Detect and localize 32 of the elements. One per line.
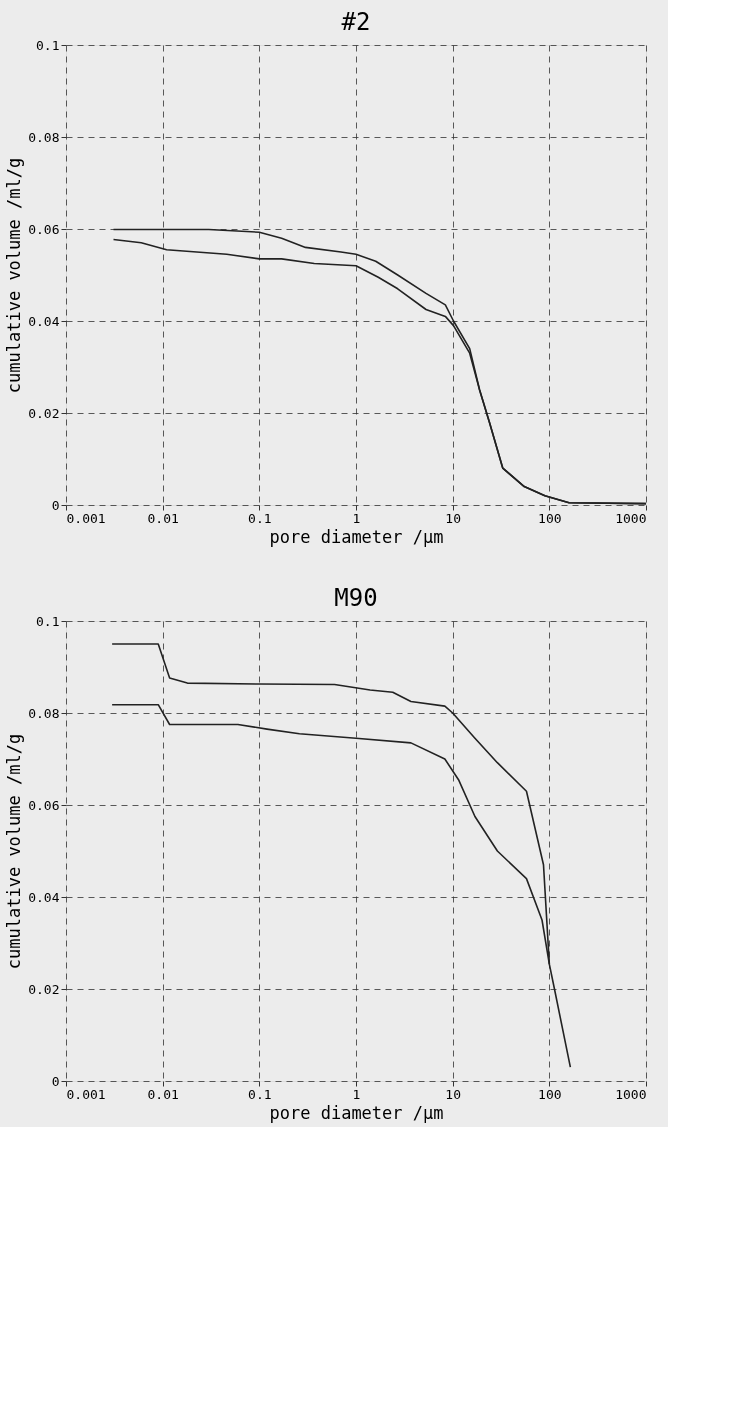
y-axis-title: cumulative volume /ml/g: [4, 733, 25, 970]
y-tick-label: 0.04: [28, 889, 60, 905]
y-tick-label: 0.06: [28, 221, 60, 237]
x-tick-label: 0.001: [66, 510, 106, 526]
y-tick-label: 0.04: [28, 313, 60, 329]
x-tick-label: 10: [445, 510, 461, 526]
x-tick-label: 10: [445, 1086, 461, 1102]
x-tick-label: 1: [352, 1086, 361, 1102]
y-tick-label: 0.02: [28, 405, 60, 421]
y-tick-label: 0.1: [36, 613, 60, 629]
y-tick-label: 0: [51, 1073, 60, 1089]
y-tick-label: 0.08: [28, 129, 60, 145]
x-tick-label: 100: [538, 510, 562, 526]
x-tick-label: 1: [352, 510, 361, 526]
x-tick-label: 0.001: [66, 1086, 106, 1102]
y-tick-label: 0.02: [28, 981, 60, 997]
chart-title: M90: [334, 584, 378, 612]
y-axis-title: cumulative volume /ml/g: [4, 157, 25, 394]
y-tick-label: 0: [51, 497, 60, 513]
y-tick-label: 0.1: [36, 37, 60, 53]
x-tick-label: 100: [538, 1086, 562, 1102]
chart-title: #2: [341, 8, 371, 36]
x-tick-label: 0.1: [248, 510, 272, 526]
y-tick-label: 0.06: [28, 797, 60, 813]
x-tick-label: 0.01: [147, 510, 179, 526]
x-tick-label: 1000: [615, 510, 647, 526]
x-axis-title: pore diameter /μm: [269, 1102, 444, 1123]
x-tick-label: 0.01: [147, 1086, 179, 1102]
x-tick-label: 0.1: [248, 1086, 272, 1102]
x-axis-title: pore diameter /μm: [269, 526, 444, 547]
x-tick-label: 1000: [615, 1086, 647, 1102]
y-tick-label: 0.08: [28, 705, 60, 721]
